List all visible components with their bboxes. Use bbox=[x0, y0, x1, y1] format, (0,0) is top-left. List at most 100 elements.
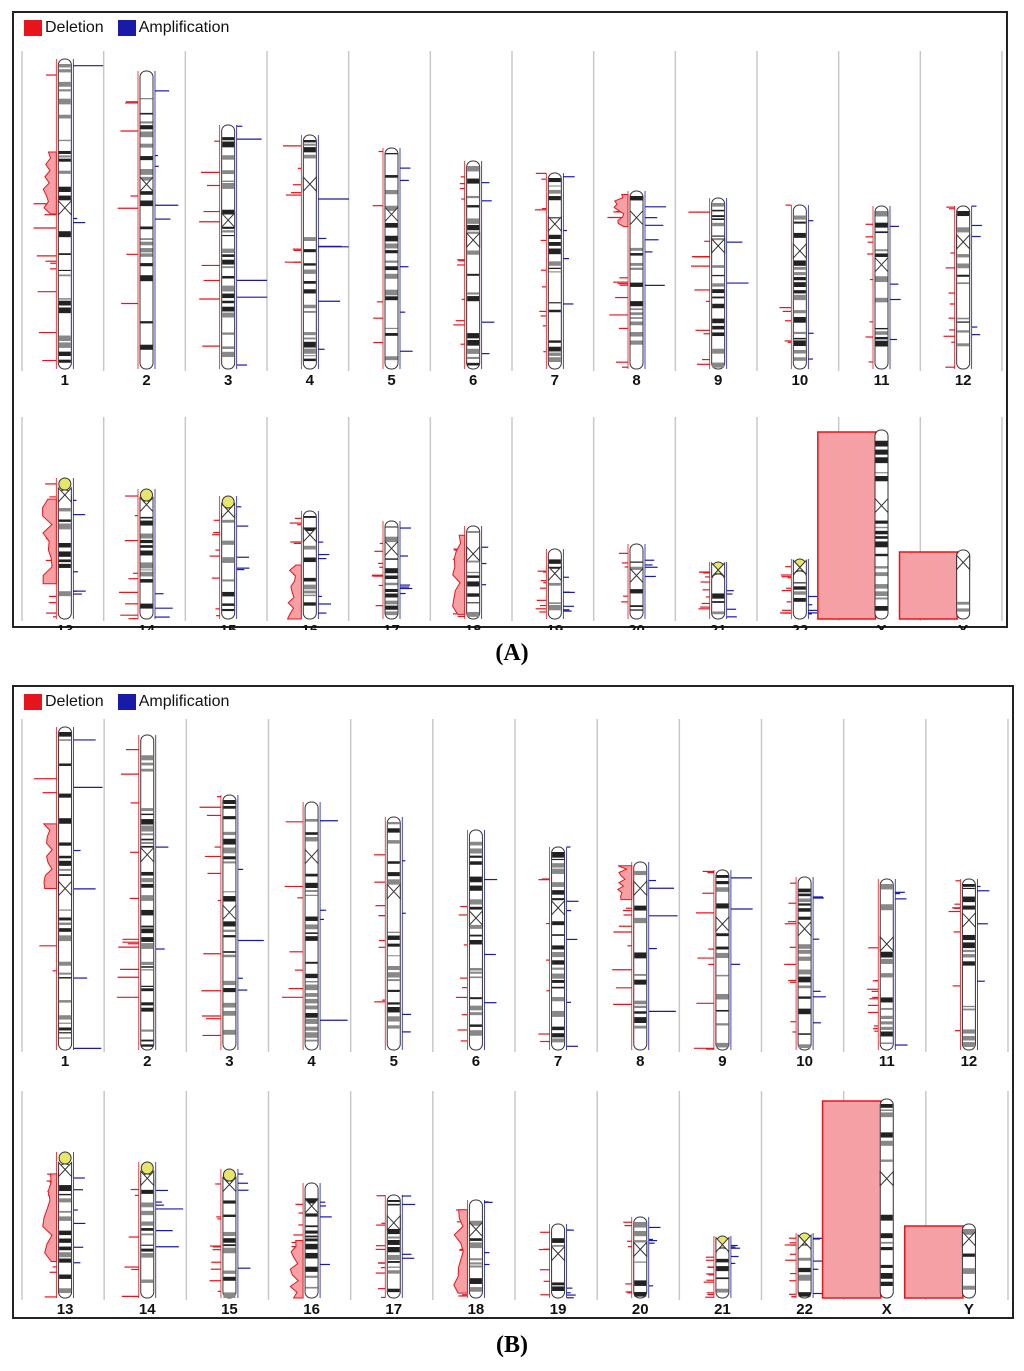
band bbox=[222, 312, 235, 318]
band bbox=[305, 980, 318, 983]
deletion-swatch bbox=[24, 20, 42, 36]
band bbox=[552, 1238, 565, 1243]
chromosome-8 bbox=[629, 190, 644, 370]
band bbox=[548, 271, 561, 273]
band bbox=[223, 929, 236, 932]
band bbox=[305, 973, 318, 979]
band bbox=[793, 272, 806, 276]
band bbox=[58, 591, 71, 597]
band bbox=[222, 579, 235, 582]
band bbox=[223, 1010, 236, 1016]
chromosome-9 bbox=[711, 197, 726, 370]
band bbox=[140, 539, 153, 544]
band bbox=[387, 935, 400, 940]
band bbox=[875, 211, 888, 217]
band bbox=[716, 1266, 729, 1272]
band bbox=[634, 1025, 647, 1029]
band bbox=[385, 611, 398, 616]
band bbox=[385, 332, 398, 336]
band bbox=[140, 562, 153, 569]
centromere bbox=[222, 904, 237, 921]
band bbox=[552, 1033, 565, 1038]
band bbox=[716, 1042, 729, 1048]
copy-number-events-7 bbox=[538, 846, 579, 1050]
band bbox=[875, 457, 888, 464]
band bbox=[469, 841, 482, 846]
band bbox=[630, 340, 643, 345]
band bbox=[875, 536, 888, 539]
band bbox=[58, 519, 71, 522]
band bbox=[59, 1198, 72, 1203]
legend-deletion-label: Deletion bbox=[45, 19, 104, 36]
band bbox=[798, 1044, 811, 1049]
band bbox=[305, 1235, 318, 1238]
band bbox=[469, 1012, 482, 1016]
band bbox=[469, 967, 482, 971]
band bbox=[141, 845, 154, 848]
band bbox=[880, 1281, 893, 1286]
band bbox=[793, 215, 806, 220]
band bbox=[59, 972, 72, 975]
centromere bbox=[551, 899, 566, 917]
band bbox=[303, 147, 316, 153]
band bbox=[548, 178, 561, 183]
band bbox=[798, 1008, 811, 1015]
chromosome-body bbox=[547, 172, 562, 370]
band bbox=[222, 540, 235, 545]
band bbox=[957, 227, 970, 233]
band bbox=[469, 848, 482, 854]
band bbox=[875, 449, 888, 455]
band bbox=[798, 969, 811, 975]
chromosome-body bbox=[221, 507, 236, 620]
band bbox=[716, 933, 729, 937]
band bbox=[140, 169, 153, 175]
band bbox=[385, 575, 398, 579]
chromosome-label-21: 21 bbox=[710, 622, 727, 630]
band bbox=[305, 1286, 318, 1289]
band bbox=[712, 209, 725, 212]
band bbox=[548, 340, 561, 343]
band bbox=[387, 1025, 400, 1029]
band bbox=[305, 1238, 318, 1242]
band bbox=[59, 874, 72, 876]
band bbox=[387, 1006, 400, 1013]
band bbox=[59, 961, 72, 966]
chromosome-label-6: 6 bbox=[472, 1053, 480, 1070]
band bbox=[141, 925, 154, 928]
band bbox=[141, 825, 154, 832]
chromosome-body bbox=[139, 70, 154, 370]
band bbox=[880, 1104, 893, 1108]
band bbox=[140, 579, 153, 583]
band bbox=[552, 1010, 565, 1017]
band bbox=[962, 1008, 975, 1011]
band bbox=[467, 348, 480, 354]
centromere bbox=[956, 233, 971, 251]
band bbox=[303, 527, 316, 532]
chromosome-22 bbox=[797, 1232, 812, 1299]
band bbox=[875, 530, 888, 535]
band bbox=[880, 1021, 893, 1025]
band bbox=[630, 253, 643, 256]
band bbox=[634, 905, 647, 911]
band bbox=[712, 303, 725, 309]
chromosome-body bbox=[956, 205, 971, 370]
centromere bbox=[797, 1233, 812, 1251]
band bbox=[469, 1278, 482, 1284]
copy-number-events-2 bbox=[116, 735, 169, 1050]
chromosome-3 bbox=[221, 124, 236, 370]
chromosome-11 bbox=[874, 205, 889, 370]
band bbox=[223, 847, 236, 854]
satellite bbox=[58, 1151, 72, 1165]
chromosome-label-22: 22 bbox=[796, 1301, 813, 1318]
band bbox=[880, 951, 893, 958]
band bbox=[875, 253, 888, 257]
band bbox=[548, 248, 561, 255]
band bbox=[59, 1246, 72, 1251]
chromosome-label-8: 8 bbox=[636, 1053, 644, 1070]
band bbox=[880, 1132, 893, 1138]
band bbox=[141, 768, 154, 772]
band bbox=[385, 153, 398, 155]
band bbox=[793, 317, 806, 323]
band bbox=[793, 340, 806, 347]
band bbox=[552, 890, 565, 895]
